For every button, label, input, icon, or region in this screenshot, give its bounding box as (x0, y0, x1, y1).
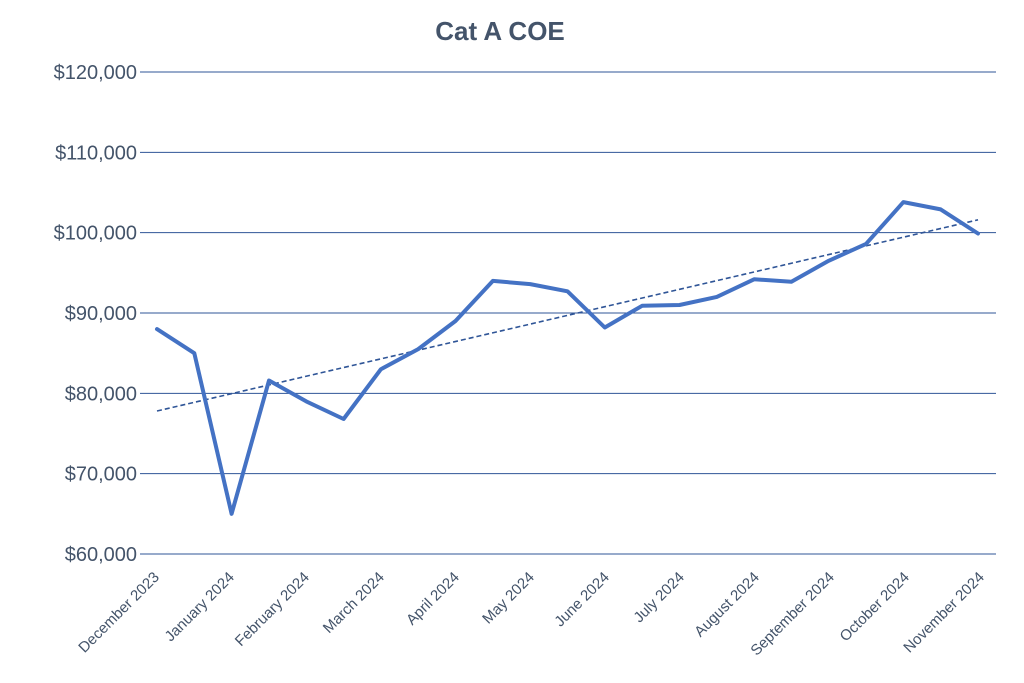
x-tick-label: February 2024 (232, 569, 313, 650)
y-tick-label: $100,000 (54, 223, 137, 245)
gridlines (140, 71, 996, 555)
x-tick-label: October 2024 (837, 569, 913, 645)
y-tick-label: $90,000 (65, 303, 137, 325)
y-axis-tick-labels: $60,000 $70,000 $80,000 $90,000 $100,000 $110… (54, 62, 137, 566)
x-tick-label: April 2024 (403, 569, 463, 629)
x-tick-label: August 2024 (691, 569, 763, 641)
x-tick-label: July 2024 (630, 569, 687, 626)
x-tick-label: December 2023 (75, 569, 162, 656)
y-tick-label: $110,000 (55, 142, 137, 164)
y-tick-label: $70,000 (65, 464, 137, 486)
x-tick-label: June 2024 (551, 569, 613, 631)
trendline (156, 219, 979, 412)
series-group (155, 200, 980, 516)
y-tick-label: $80,000 (65, 383, 137, 405)
y-tick-label: $120,000 (54, 62, 137, 84)
series-line (155, 200, 980, 516)
trendline-group (156, 219, 979, 412)
x-tick-label: January 2024 (162, 569, 238, 645)
x-tick-label: March 2024 (320, 569, 388, 637)
y-tick-label: $60,000 (65, 544, 137, 566)
chart-title: Cat A COE (435, 16, 565, 46)
x-tick-label: November 2024 (900, 569, 987, 656)
x-tick-label: May 2024 (479, 569, 538, 628)
